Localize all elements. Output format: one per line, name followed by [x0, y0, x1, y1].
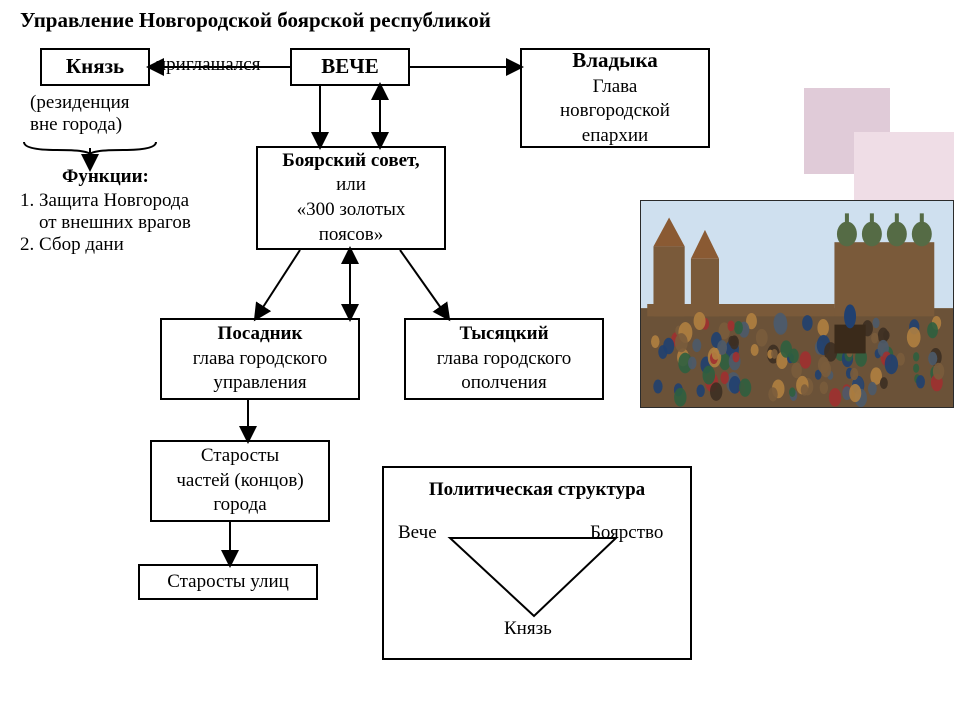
label-residence: (резиденциявне города) — [30, 92, 130, 136]
node-starosty-koncov-text: Старостычастей (концов)города — [176, 444, 303, 518]
node-posadnik: Посадникглава городскогоуправления — [160, 318, 360, 400]
diagram-title: Управление Новгородской боярской республ… — [20, 8, 491, 33]
novgorod-painting — [640, 200, 954, 408]
node-tysyatsky-title: Тысяцкий — [459, 322, 548, 347]
node-boyar-title: Боярский совет, — [282, 149, 419, 174]
node-knyaz-title: Князь — [66, 53, 124, 80]
node-vladyka: ВладыкаГлавановгородскойепархии — [520, 48, 710, 148]
label-priglashalsya: приглашался — [156, 54, 260, 76]
node-vladyka-sub: Главановгородскойепархии — [560, 75, 670, 149]
node-starosty-koncov: Старостычастей (концов)города — [150, 440, 330, 522]
node-polit-title: Политическая структура — [429, 472, 645, 503]
node-veche-title: ВЕЧЕ — [321, 53, 378, 80]
node-starosty-ulic-text: Старосты улиц — [167, 570, 289, 595]
node-vladyka-title: Владыка — [572, 47, 658, 74]
label-functions-list: 1. Защита Новгорода от внешних врагов2. … — [20, 190, 191, 256]
label-functions-heading: Функции: — [62, 166, 149, 188]
node-veche: ВЕЧЕ — [290, 48, 410, 86]
node-boyar-sub: или«300 золотыхпоясов» — [297, 173, 406, 247]
node-posadnik-title: Посадник — [218, 322, 303, 347]
node-posadnik-sub: глава городскогоуправления — [193, 347, 328, 396]
triangle-label-veche: Вече — [398, 522, 437, 544]
triangle-label-knyaz: Князь — [504, 618, 552, 640]
node-boyar: Боярский совет,или«300 золотыхпоясов» — [256, 146, 446, 250]
node-tysyatsky-sub: глава городскогоополчения — [437, 347, 572, 396]
node-knyaz: Князь — [40, 48, 150, 86]
node-tysyatsky: Тысяцкийглава городскогоополчения — [404, 318, 604, 400]
triangle-label-boyarstvo: Боярство — [590, 522, 663, 544]
node-starosty-ulic: Старосты улиц — [138, 564, 318, 600]
